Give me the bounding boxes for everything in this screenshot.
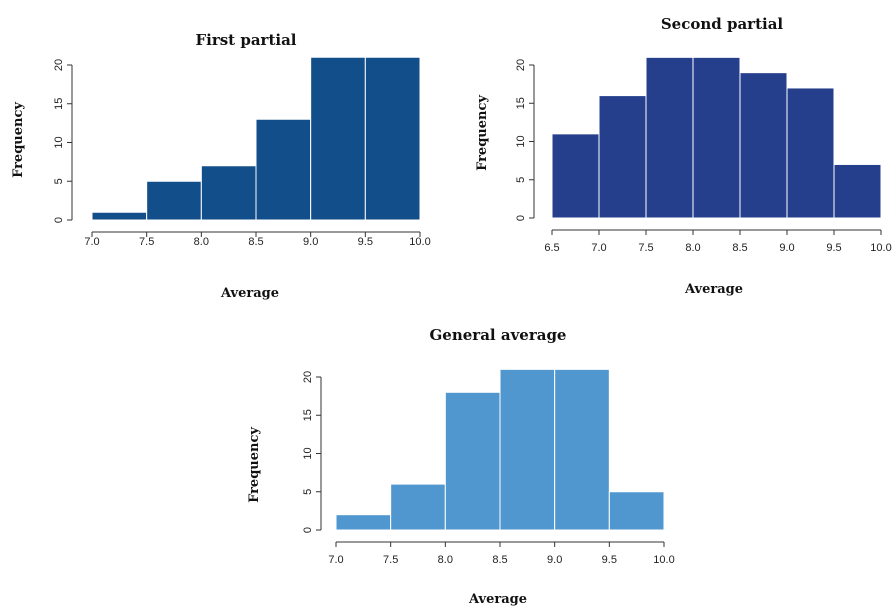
x-tick-label: 7.0 <box>591 242 606 254</box>
x-tick-label: 7.0 <box>84 236 99 248</box>
y-axis-label: Frequency <box>475 95 490 171</box>
x-tick-label: 9.0 <box>303 236 318 248</box>
histogram-bar <box>146 180 202 221</box>
y-tick-label: 10 <box>53 136 65 148</box>
histogram-bar <box>444 391 501 531</box>
histogram-bar <box>255 118 312 221</box>
y-tick-label: 0 <box>302 527 314 533</box>
x-tick-label: 10.0 <box>870 242 891 254</box>
x-tick-label: 10.0 <box>653 554 674 566</box>
x-tick-label: 10.0 <box>409 236 430 248</box>
x-tick-label: 8.5 <box>492 554 507 566</box>
x-tick-label: 9.5 <box>358 236 373 248</box>
x-tick-label: 7.5 <box>383 554 398 566</box>
x-axis: 7.0 7.5 8.0 8.5 9.0 9.5 10.0 <box>328 541 675 566</box>
y-axis: 0 5 10 15 20 <box>302 371 322 533</box>
bars <box>335 368 665 531</box>
x-tick-label: 8.5 <box>732 242 747 254</box>
x-tick-label: 9.5 <box>826 242 841 254</box>
y-tick-label: 20 <box>53 59 65 71</box>
histogram-bar <box>335 514 392 531</box>
y-axis: 0 5 10 15 20 <box>515 59 535 221</box>
y-tick-label: 15 <box>515 97 527 109</box>
histogram-bar <box>645 56 694 219</box>
y-axis-label: Frequency <box>11 102 26 178</box>
histogram-bar <box>608 491 665 531</box>
histogram-bar <box>598 95 647 219</box>
histogram-bar <box>310 56 366 221</box>
y-tick-label: 20 <box>515 59 527 71</box>
y-tick-label: 20 <box>302 371 314 383</box>
x-tick-label: 6.5 <box>544 242 559 254</box>
histogram-general-average: General average 0 5 10 15 20 7.0 7.5 8.0 8.5 9.0… <box>247 326 675 606</box>
bars <box>551 56 882 219</box>
histogram-bar <box>499 368 556 531</box>
y-tick-label: 10 <box>302 447 314 459</box>
y-tick-label: 15 <box>302 409 314 421</box>
chart-title: First partial <box>195 31 296 49</box>
x-axis-label: Average <box>220 286 279 301</box>
x-tick-label: 8.5 <box>248 236 263 248</box>
histogram-first-partial: First partial 0 5 10 15 20 7.0 7.5 8.0 8.5 9.0 9.… <box>11 31 431 301</box>
histogram-bar <box>554 368 610 531</box>
y-axis-label: Frequency <box>247 427 262 503</box>
x-tick-label: 9.0 <box>779 242 794 254</box>
y-tick-label: 15 <box>53 98 65 110</box>
y-axis: 0 5 10 15 20 <box>53 59 73 223</box>
histogram-bar <box>786 87 835 219</box>
x-axis-label: Average <box>468 592 527 606</box>
x-tick-label: 9.0 <box>547 554 562 566</box>
histogram-bar <box>91 211 148 221</box>
histogram-bar <box>692 56 741 219</box>
y-tick-label: 10 <box>515 135 527 147</box>
chart-title: General average <box>430 326 567 344</box>
histogram-bar <box>200 165 257 221</box>
histogram-bar <box>364 56 421 221</box>
x-tick-label: 7.0 <box>328 554 343 566</box>
y-tick-label: 0 <box>53 217 65 223</box>
x-tick-label: 7.5 <box>139 236 154 248</box>
histogram-bar <box>833 163 882 219</box>
bars <box>91 56 421 221</box>
x-tick-label: 8.0 <box>194 236 209 248</box>
histogram-bar <box>551 133 600 219</box>
y-tick-label: 5 <box>515 177 527 183</box>
x-tick-label: 9.5 <box>602 554 617 566</box>
x-axis: 7.0 7.5 8.0 8.5 9.0 9.5 10.0 <box>84 231 431 248</box>
histogram-bar <box>390 483 446 531</box>
x-tick-label: 7.5 <box>638 242 653 254</box>
chart-title: Second partial <box>661 15 784 33</box>
y-tick-label: 5 <box>302 489 314 495</box>
x-tick-label: 8.0 <box>685 242 700 254</box>
y-tick-label: 5 <box>53 178 65 184</box>
histogram-second-partial: Second partial 0 5 10 15 20 6.5 7.0 7.5 8.0 8.5 9… <box>475 15 892 297</box>
x-tick-label: 8.0 <box>438 554 453 566</box>
y-tick-label: 0 <box>515 215 527 221</box>
x-axis: 6.5 7.0 7.5 8.0 8.5 9.0 9.5 10.0 <box>544 229 892 254</box>
histogram-bar <box>739 72 788 219</box>
x-axis-label: Average <box>684 282 743 297</box>
